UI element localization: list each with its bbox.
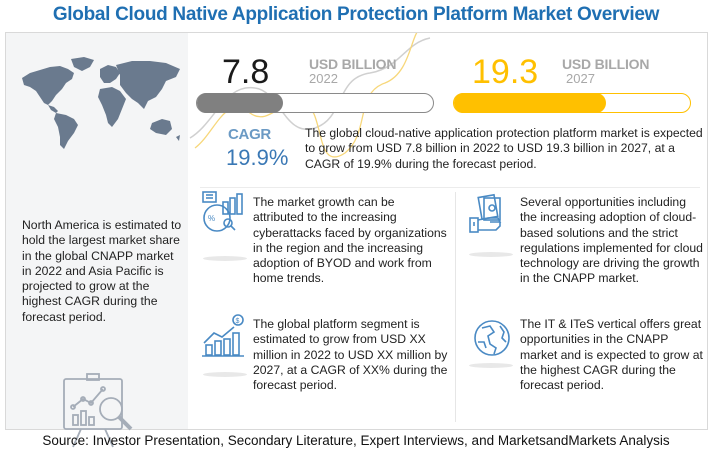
platform-segment-text: The global platform segment is estimated… (253, 317, 448, 393)
cagr-label: CAGR (228, 126, 271, 143)
cagr-value: 19.9% (226, 145, 289, 170)
market-size-2022-unit: USD BILLION (309, 56, 397, 72)
growth-chart-dollar-icon: $ (202, 314, 244, 357)
it-ites-vertical-text: The IT & ITeS vertical offers great oppo… (520, 317, 703, 393)
progress-fill-2022 (197, 93, 283, 113)
market-size-2022-year: 2022 (309, 71, 338, 86)
market-size-2027-year: 2027 (566, 71, 595, 86)
icon-shadow (203, 256, 247, 261)
vertical-divider (455, 192, 456, 422)
svg-text:%: % (208, 214, 215, 223)
icon-shadow (469, 252, 513, 257)
horizontal-divider (200, 187, 700, 188)
source-citation: Source: Investor Presentation, Secondary… (42, 433, 670, 448)
page-title: Global Cloud Native Application Protecti… (52, 4, 660, 25)
icon-shadow (469, 363, 513, 368)
icon-shadow (203, 372, 247, 377)
analytics-report-icon: % (202, 191, 243, 232)
progress-bar-2022 (196, 93, 434, 113)
svg-text:$: $ (236, 318, 240, 325)
opportunities-text: Several opportunities including the incr… (520, 195, 703, 286)
market-size-2027-unit: USD BILLION (562, 56, 650, 72)
progress-bar-2027 (453, 93, 691, 113)
cagr-description: The global cloud-native application prot… (305, 126, 703, 171)
left-panel: North America is estimated to hold the l… (6, 33, 188, 448)
money-hand-icon (469, 193, 502, 233)
market-size-2022-value: 7.8 (222, 53, 270, 91)
market-growth-driver-text: The market growth can be attributed to t… (253, 195, 447, 286)
market-size-2027-value: 19.3 (472, 53, 539, 91)
world-map-icon (22, 57, 180, 149)
regional-insight-text: North America is estimated to hold the l… (22, 218, 182, 324)
progress-fill-2027 (454, 93, 606, 113)
globe-icon (474, 320, 510, 356)
presentation-analytics-icon (63, 373, 133, 448)
